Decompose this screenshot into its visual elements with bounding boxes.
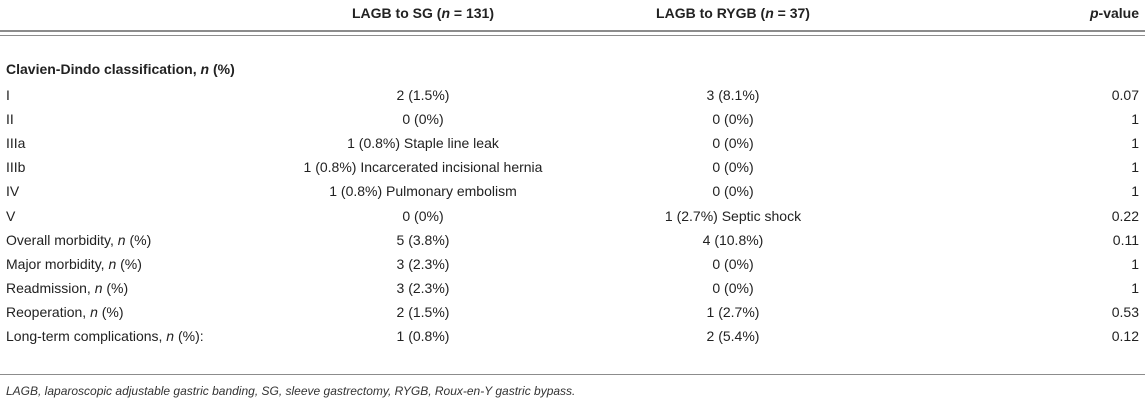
cell-p-value: 1: [1131, 159, 1139, 176]
table-row: Reoperation, n (%) 2 (1.5%) 1 (2.7%) 0.53: [0, 300, 1145, 324]
cell-p-value: 0.07: [1111, 87, 1139, 103]
table-row: IV 1 (0.8%) Pulmonary embolism 0 (0%) 1: [0, 179, 1145, 203]
row-label: Major morbidity, n (%): [6, 255, 142, 272]
bottom-rule: [0, 374, 1145, 375]
table-row: Readmission, n (%) 3 (2.3%) 0 (0%) 1: [0, 276, 1145, 300]
cell-lagb-sg: 1 (0.8%) Incarcerated incisional hernia: [303, 159, 543, 176]
row-label: Overall morbidity, n (%): [6, 231, 152, 248]
cell-p-value: 0.12: [1111, 328, 1139, 344]
table-row: Long-term complications, n (%): 1 (0.8%) 2…: [0, 324, 1145, 348]
row-label: IIIb: [6, 159, 26, 176]
row-label: II: [6, 111, 14, 128]
header-rule: [0, 35, 1145, 36]
row-label: IV: [6, 183, 20, 200]
cell-lagb-rygb: 0 (0%): [712, 183, 754, 200]
cell-lagb-sg: 0 (0%): [402, 207, 444, 224]
cell-p-value: 1: [1131, 279, 1139, 296]
cell-p-value: 0.53: [1111, 303, 1139, 320]
cell-lagb-rygb: 3 (8.1%): [706, 87, 760, 103]
cell-lagb-rygb: 0 (0%): [712, 159, 754, 176]
cell-lagb-rygb: 1 (2.7%): [706, 303, 760, 320]
cell-lagb-sg: 0 (0%): [402, 111, 444, 128]
cell-lagb-rygb: 0 (0%): [712, 255, 754, 272]
cell-p-value: 1: [1131, 183, 1139, 200]
cell-lagb-rygb: 1 (2.7%) Septic shock: [664, 207, 802, 224]
table-row: IIIa 1 (0.8%) Staple line leak 0 (0%) 1: [0, 131, 1145, 155]
cell-lagb-rygb: 2 (5.4%): [706, 328, 760, 344]
row-label: Long-term complications, n (%):: [6, 328, 204, 344]
cell-lagb-sg: 5 (3.8%): [396, 231, 450, 248]
cell-lagb-sg: 1 (0.8%) Staple line leak: [347, 135, 499, 152]
table-footnote: LAGB, laparoscopic adjustable gastric ba…: [6, 384, 576, 398]
cell-lagb-sg: 3 (2.3%): [396, 279, 450, 296]
cell-p-value: 0.11: [1112, 231, 1139, 248]
top-rule: [0, 30, 1145, 32]
table-header: LAGB to SG (n = 131) LAGB to RYGB (n = 3…: [0, 1, 1145, 25]
row-label: Readmission, n (%): [6, 279, 129, 296]
table-row: V 0 (0%) 1 (2.7%) Septic shock 0.22: [0, 204, 1145, 228]
cell-lagb-sg: 2 (1.5%): [396, 87, 450, 103]
cell-lagb-rygb: 0 (0%): [712, 135, 754, 152]
cell-p-value: 1: [1131, 255, 1139, 272]
cell-lagb-rygb: 0 (0%): [712, 111, 754, 128]
cell-lagb-sg: 2 (1.5%): [396, 303, 450, 320]
table-row: II 0 (0%) 0 (0%) 1: [0, 107, 1145, 131]
header-lagb-rygb: LAGB to RYGB (n = 37): [656, 5, 810, 21]
cell-lagb-sg: 1 (0.8%): [396, 328, 450, 344]
row-label: IIIa: [6, 135, 26, 152]
cell-lagb-sg: 1 (0.8%) Pulmonary embolism: [329, 183, 517, 200]
table-row: Major morbidity, n (%) 3 (2.3%) 0 (0%) 1: [0, 252, 1145, 276]
row-label: I: [6, 87, 10, 103]
cell-p-value: 1: [1131, 111, 1139, 128]
row-label: Reoperation, n (%): [6, 303, 124, 320]
cell-p-value: 1: [1131, 135, 1139, 152]
cell-lagb-rygb: 0 (0%): [712, 279, 754, 296]
row-label: V: [6, 207, 16, 224]
cell-lagb-rygb: 4 (10.8%): [702, 231, 764, 248]
header-lagb-sg: LAGB to SG (n = 131): [352, 5, 494, 21]
header-p-value: p-value: [1089, 5, 1139, 21]
section-clavien-dindo: Clavien-Dindo classification, n (%): [6, 61, 235, 77]
table-row: Overall morbidity, n (%) 5 (3.8%) 4 (10.8%…: [0, 228, 1145, 252]
table-row: I 2 (1.5%) 3 (8.1%) 0.07: [0, 83, 1145, 107]
table-row: IIIb 1 (0.8%) Incarcerated incisional her…: [0, 155, 1145, 179]
cell-lagb-sg: 3 (2.3%): [396, 255, 450, 272]
cell-p-value: 0.22: [1111, 207, 1139, 224]
